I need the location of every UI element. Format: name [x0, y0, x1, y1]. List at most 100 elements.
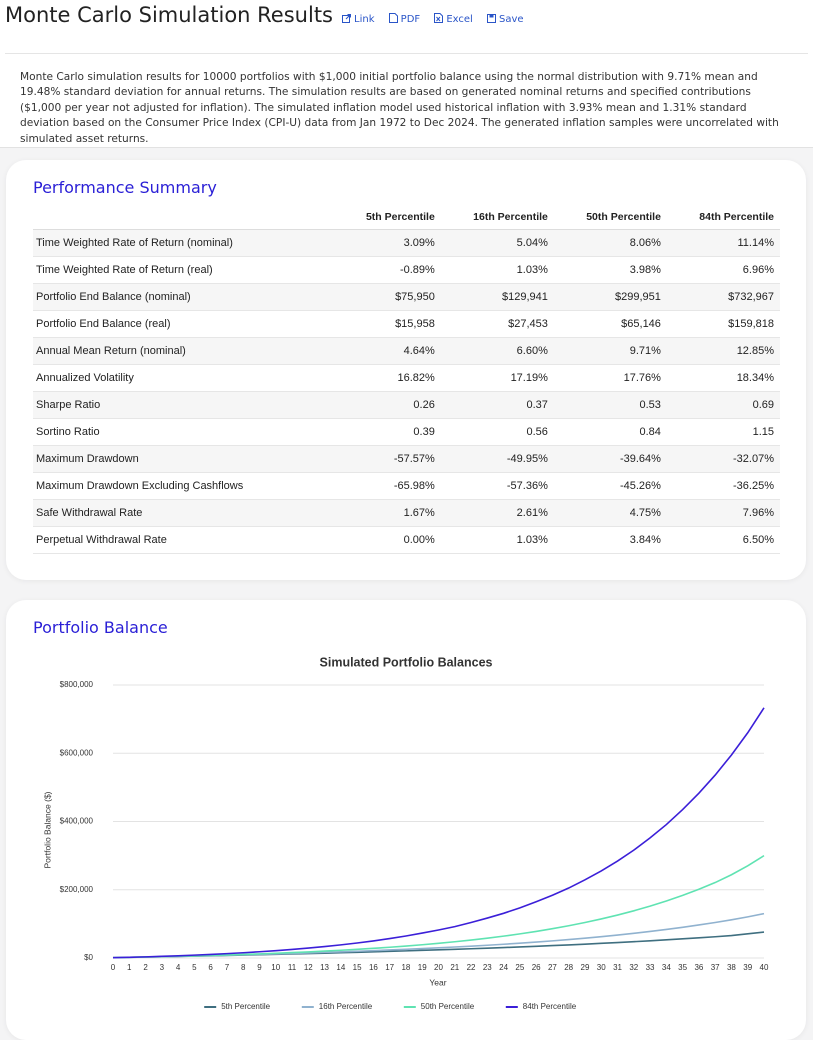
x-tick-label: 37	[711, 963, 720, 972]
excel-icon	[434, 13, 444, 23]
link-icon	[342, 14, 351, 23]
table-cell: 12.85%	[666, 337, 780, 365]
save-icon	[487, 14, 497, 23]
x-tick-label: 16	[369, 963, 378, 972]
x-axis-title: Year	[429, 977, 446, 987]
table-cell: 2.61%	[440, 499, 554, 527]
table-row: Annualized Volatility 16.82% 17.19% 17.76% 1…	[33, 364, 780, 392]
x-tick-label: 1	[127, 963, 132, 972]
x-tick-label: 34	[662, 963, 671, 972]
row-label: Portfolio End Balance (real)	[33, 310, 336, 338]
x-tick-label: 9	[257, 963, 262, 972]
x-tick-label: 4	[176, 963, 181, 972]
table-row: Sharpe Ratio 0.26 0.37 0.53 0.69	[33, 391, 780, 419]
y-tick-label: $0	[84, 953, 93, 962]
table-cell: 16.82%	[335, 364, 441, 392]
table-row: Time Weighted Rate of Return (real) -0.89…	[33, 256, 780, 284]
table-row: Safe Withdrawal Rate 1.67% 2.61% 4.75% 7.96%	[33, 499, 780, 527]
x-tick-label: 23	[483, 963, 492, 972]
table-cell: 17.76%	[553, 364, 667, 392]
chart-title: Simulated Portfolio Balances	[320, 655, 493, 669]
performance-table: 5th Percentile 16th Percentile 50th Percen…	[33, 207, 780, 554]
table-cell: -49.95%	[440, 445, 554, 473]
chart: Simulated Portfolio Balances Year Portfo…	[42, 655, 769, 1011]
table-cell: -0.89%	[335, 256, 441, 284]
header-cell	[33, 207, 336, 230]
table-cell: 11.14%	[666, 229, 780, 257]
save-button[interactable]: Save	[487, 14, 524, 25]
x-tick-label: 15	[353, 963, 362, 972]
x-tick-label: 24	[499, 963, 508, 972]
table-cell: 1.15	[666, 418, 780, 446]
x-tick-label: 38	[727, 963, 736, 972]
y-tick-label: $400,000	[60, 817, 94, 826]
y-tick-label: $800,000	[60, 680, 94, 689]
table-cell: 18.34%	[666, 364, 780, 392]
table-cell: -57.36%	[440, 472, 554, 500]
pdf-label: PDF	[400, 14, 421, 25]
column-header: 50th Percentile	[553, 207, 667, 230]
description: Monte Carlo simulation results for 10000…	[20, 71, 779, 145]
table-cell: 17.19%	[440, 364, 554, 392]
table-cell: $159,818	[666, 310, 780, 338]
table-cell: -32.07%	[666, 445, 780, 473]
table-cell: 0.26	[335, 391, 441, 419]
table-cell: -45.26%	[553, 472, 667, 500]
table-cell: -57.57%	[335, 445, 441, 473]
row-label: Maximum Drawdown Excluding Cashflows	[33, 472, 336, 500]
x-tick-label: 21	[450, 963, 459, 972]
row-label: Sharpe Ratio	[33, 391, 336, 419]
x-tick-label: 25	[515, 963, 524, 972]
pdf-button[interactable]: PDF	[388, 13, 421, 25]
series-line	[112, 854, 765, 959]
column-header: 5th Percentile	[335, 207, 441, 230]
row-label: Safe Withdrawal Rate	[33, 499, 336, 527]
row-label: Time Weighted Rate of Return (real)	[33, 256, 336, 284]
table-cell: 0.56	[440, 418, 554, 446]
x-tick-label: 29	[581, 963, 590, 972]
excel-button[interactable]: Excel	[434, 13, 473, 25]
table-cell: 1.03%	[440, 256, 554, 284]
table-cell: 1.03%	[440, 526, 554, 554]
legend-label: 50th Percentile	[421, 1002, 475, 1011]
section-title: Performance Summary	[33, 178, 217, 197]
row-label: Maximum Drawdown	[33, 445, 336, 473]
column-header: 84th Percentile	[666, 207, 780, 230]
table-cell: $732,967	[666, 283, 780, 311]
row-label: Sortino Ratio	[33, 418, 336, 446]
x-tick-label: 10	[271, 963, 280, 972]
section-title: Portfolio Balance	[33, 618, 168, 637]
table-cell: $65,146	[553, 310, 667, 338]
table-cell: $299,951	[553, 283, 667, 311]
table-row: Maximum Drawdown -57.57% -49.95% -39.64% -32…	[33, 445, 780, 473]
y-tick-label: $600,000	[60, 748, 94, 757]
save-label: Save	[499, 14, 524, 25]
table-cell: $15,958	[335, 310, 441, 338]
x-tick-label: 31	[613, 963, 622, 972]
table-cell: 0.39	[335, 418, 441, 446]
x-tick-label: 5	[192, 963, 197, 972]
table-row: Perpetual Withdrawal Rate 0.00% 1.03% 3.84%…	[33, 526, 780, 554]
x-tick-label: 33	[646, 963, 655, 972]
link-bar: Link PDF Excel Save	[342, 13, 535, 25]
table-cell: -36.25%	[666, 472, 780, 500]
table-cell: 4.64%	[335, 337, 441, 365]
table-cell: 6.60%	[440, 337, 554, 365]
table-cell: $27,453	[440, 310, 554, 338]
table-cell: 6.50%	[666, 526, 780, 554]
x-tick-label: 27	[548, 963, 557, 972]
table-cell: 0.00%	[335, 526, 441, 554]
series-line	[112, 912, 765, 959]
table-row: Maximum Drawdown Excluding Cashflows -65.…	[33, 472, 780, 500]
x-tick-label: 2	[143, 963, 148, 972]
table-cell: 4.75%	[553, 499, 667, 527]
row-label: Perpetual Withdrawal Rate	[33, 526, 336, 554]
x-tick-label: 26	[532, 963, 541, 972]
table-row: Portfolio End Balance (nominal) $75,950 $1…	[33, 283, 780, 311]
table-cell: 8.06%	[553, 229, 667, 257]
table-row: Time Weighted Rate of Return (nominal) 3.…	[33, 229, 780, 257]
link-button[interactable]: Link	[342, 14, 374, 25]
x-tick-label: 32	[629, 963, 638, 972]
